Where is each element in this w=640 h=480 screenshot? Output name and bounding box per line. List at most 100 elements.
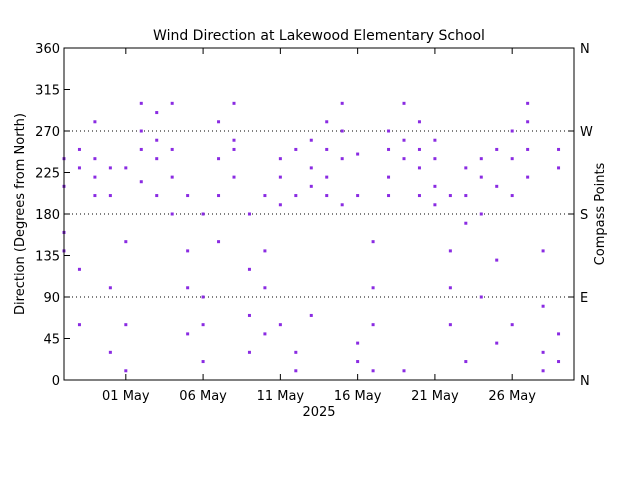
data-point <box>479 175 483 179</box>
data-point <box>217 194 221 198</box>
data-point <box>479 157 483 161</box>
data-point <box>108 166 112 170</box>
data-point <box>541 369 545 373</box>
x-tick-label: 11 May <box>257 389 305 404</box>
data-point <box>448 286 452 290</box>
data-point <box>387 175 391 179</box>
data-point <box>495 184 499 188</box>
data-point <box>201 295 205 299</box>
data-point <box>139 147 143 151</box>
right-tick-label: W <box>580 125 593 140</box>
data-point <box>247 212 251 216</box>
data-point <box>387 129 391 133</box>
chart-title: Wind Direction at Lakewood Elementary Sc… <box>153 28 485 44</box>
data-point <box>93 157 97 161</box>
data-point <box>325 147 329 151</box>
data-point <box>309 138 313 142</box>
data-point <box>371 286 375 290</box>
right-tick-label: E <box>580 291 588 306</box>
data-point <box>108 350 112 354</box>
data-point <box>479 295 483 299</box>
data-point <box>495 341 499 345</box>
data-point <box>232 175 236 179</box>
data-point <box>340 157 344 161</box>
y-tick-label: 315 <box>35 84 60 99</box>
data-point <box>294 369 298 373</box>
data-point <box>108 286 112 290</box>
data-point <box>170 101 174 105</box>
data-point <box>263 249 267 253</box>
data-point <box>356 360 360 364</box>
data-point <box>371 323 375 327</box>
data-point <box>479 212 483 216</box>
data-point <box>510 323 514 327</box>
data-point <box>294 194 298 198</box>
data-point <box>278 323 282 327</box>
data-point <box>77 147 81 151</box>
data-point <box>309 166 313 170</box>
x-axis-ticks: 01 May 06 May 11 May 16 May 21 May 26 May <box>102 48 536 404</box>
data-point <box>433 203 437 207</box>
data-point <box>417 166 421 170</box>
data-point <box>155 111 159 115</box>
data-point <box>93 194 97 198</box>
data-point <box>186 286 190 290</box>
y-tick-label: 135 <box>35 250 60 265</box>
data-point <box>77 323 81 327</box>
x-axis-label: 2025 <box>302 405 335 420</box>
x-tick-label: 06 May <box>179 389 227 404</box>
data-point <box>371 240 375 244</box>
data-point <box>263 194 267 198</box>
y-tick-label: 225 <box>35 167 60 182</box>
data-point <box>170 147 174 151</box>
data-point <box>464 166 468 170</box>
y-tick-label: 45 <box>43 333 60 348</box>
data-point <box>495 147 499 151</box>
data-point <box>77 166 81 170</box>
data-point <box>526 175 530 179</box>
data-point <box>448 194 452 198</box>
data-point <box>217 120 221 124</box>
data-point <box>557 360 561 364</box>
data-point <box>108 194 112 198</box>
data-point <box>155 157 159 161</box>
data-point <box>263 332 267 336</box>
data-point <box>464 194 468 198</box>
data-point <box>417 147 421 151</box>
data-point <box>557 147 561 151</box>
data-point <box>93 175 97 179</box>
data-point <box>510 129 514 133</box>
data-point <box>247 350 251 354</box>
right-axis-ticks: N E S W N <box>568 42 593 389</box>
right-tick-label: S <box>580 208 588 223</box>
y-axis-ticks: 0 45 90 135 180 225 270 315 360 <box>35 42 70 389</box>
data-point <box>139 129 143 133</box>
data-point <box>417 120 421 124</box>
data-point <box>139 180 143 184</box>
data-point <box>541 249 545 253</box>
x-tick-label: 01 May <box>102 389 150 404</box>
data-point <box>417 194 421 198</box>
data-point <box>294 147 298 151</box>
data-point <box>387 147 391 151</box>
data-point <box>186 249 190 253</box>
data-point <box>356 152 360 156</box>
data-point <box>278 203 282 207</box>
y-tick-label: 360 <box>35 42 60 57</box>
data-point <box>124 240 128 244</box>
x-tick-label: 21 May <box>411 389 459 404</box>
data-point <box>371 369 375 373</box>
data-point <box>325 194 329 198</box>
data-point <box>201 212 205 216</box>
data-point <box>325 175 329 179</box>
data-point <box>433 157 437 161</box>
right-axis-label: Compass Points <box>593 162 608 265</box>
data-point <box>402 369 406 373</box>
data-point <box>402 157 406 161</box>
y-tick-label: 0 <box>52 374 60 389</box>
data-point <box>278 175 282 179</box>
data-point <box>356 194 360 198</box>
data-point <box>541 350 545 354</box>
data-point <box>495 258 499 262</box>
